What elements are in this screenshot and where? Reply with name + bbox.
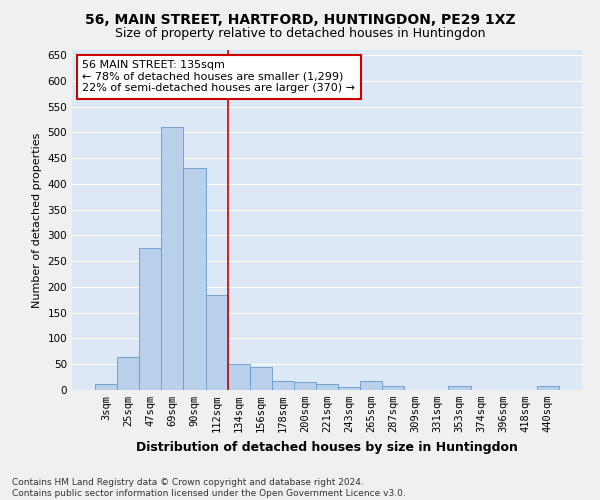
Bar xyxy=(360,380,382,390)
Text: 56 MAIN STREET: 135sqm
← 78% of detached houses are smaller (1,299)
22% of semi-: 56 MAIN STREET: 135sqm ← 78% of detached… xyxy=(82,60,355,94)
Bar xyxy=(184,168,206,390)
Bar xyxy=(316,384,338,390)
X-axis label: Distribution of detached houses by size in Huntingdon: Distribution of detached houses by size … xyxy=(136,440,518,454)
Bar xyxy=(117,356,139,390)
Text: 56, MAIN STREET, HARTFORD, HUNTINGDON, PE29 1XZ: 56, MAIN STREET, HARTFORD, HUNTINGDON, P… xyxy=(85,12,515,26)
Bar xyxy=(272,380,294,390)
Bar xyxy=(161,128,184,390)
Bar xyxy=(294,382,316,390)
Bar xyxy=(537,386,559,390)
Bar xyxy=(250,367,272,390)
Text: Contains HM Land Registry data © Crown copyright and database right 2024.
Contai: Contains HM Land Registry data © Crown c… xyxy=(12,478,406,498)
Text: Size of property relative to detached houses in Huntingdon: Size of property relative to detached ho… xyxy=(115,28,485,40)
Bar xyxy=(382,386,404,390)
Bar xyxy=(206,294,227,390)
Bar xyxy=(95,384,117,390)
Bar xyxy=(448,386,470,390)
Y-axis label: Number of detached properties: Number of detached properties xyxy=(32,132,42,308)
Bar xyxy=(139,248,161,390)
Bar xyxy=(338,388,360,390)
Bar xyxy=(227,364,250,390)
